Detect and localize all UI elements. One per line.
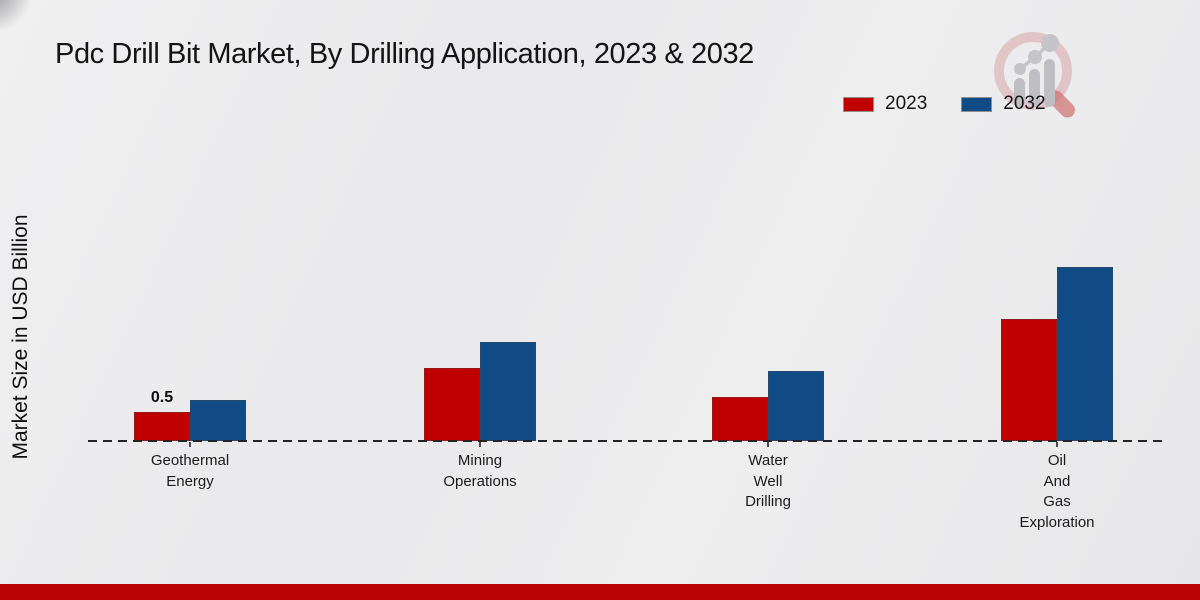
axis-tick [1056, 442, 1058, 447]
category-label-geothermal-energy: Geothermal Energy [150, 452, 230, 490]
bar-2032-geothermal-energy [190, 400, 246, 441]
bar-2032-mining-operations [480, 342, 536, 441]
bar-2032-oil-and-gas-exploration [1057, 267, 1113, 441]
magnifier-chart-icon [994, 32, 1076, 118]
legend: 2023 2032 [843, 93, 1046, 115]
chart-title: Pdc Drill Bit Market, By Drilling Applic… [55, 38, 754, 70]
axis-tick [479, 442, 481, 447]
bar-value-label: 0.5 [150, 389, 174, 406]
legend-label-2023: 2023 [885, 93, 928, 114]
axis-tick [767, 442, 769, 447]
bar-2023-mining-operations [424, 368, 480, 441]
bar-2023-oil-and-gas-exploration [1001, 319, 1057, 441]
category-label-oil-and-gas-exploration: Oil And Gas Exploration [1019, 452, 1095, 531]
bar-2032-water-well-drilling [768, 371, 824, 441]
footer-accent-bar [0, 584, 1200, 600]
bar-2023-water-well-drilling [712, 397, 768, 441]
bar-2023-geothermal-energy [134, 412, 190, 441]
legend-swatch-2032 [961, 96, 993, 112]
x-axis-baseline [88, 440, 1164, 442]
brand-watermark-logo [988, 28, 1080, 120]
legend-swatch-2023 [843, 96, 874, 112]
axis-tick [189, 442, 191, 447]
legend-item-2032: 2032 [961, 93, 1046, 115]
legend-label-2032: 2032 [1003, 93, 1046, 114]
legend-item-2023: 2023 [843, 93, 927, 115]
category-label-mining-operations: Mining Operations [443, 452, 517, 490]
category-label-water-well-drilling: Water Well Drilling [745, 452, 791, 510]
